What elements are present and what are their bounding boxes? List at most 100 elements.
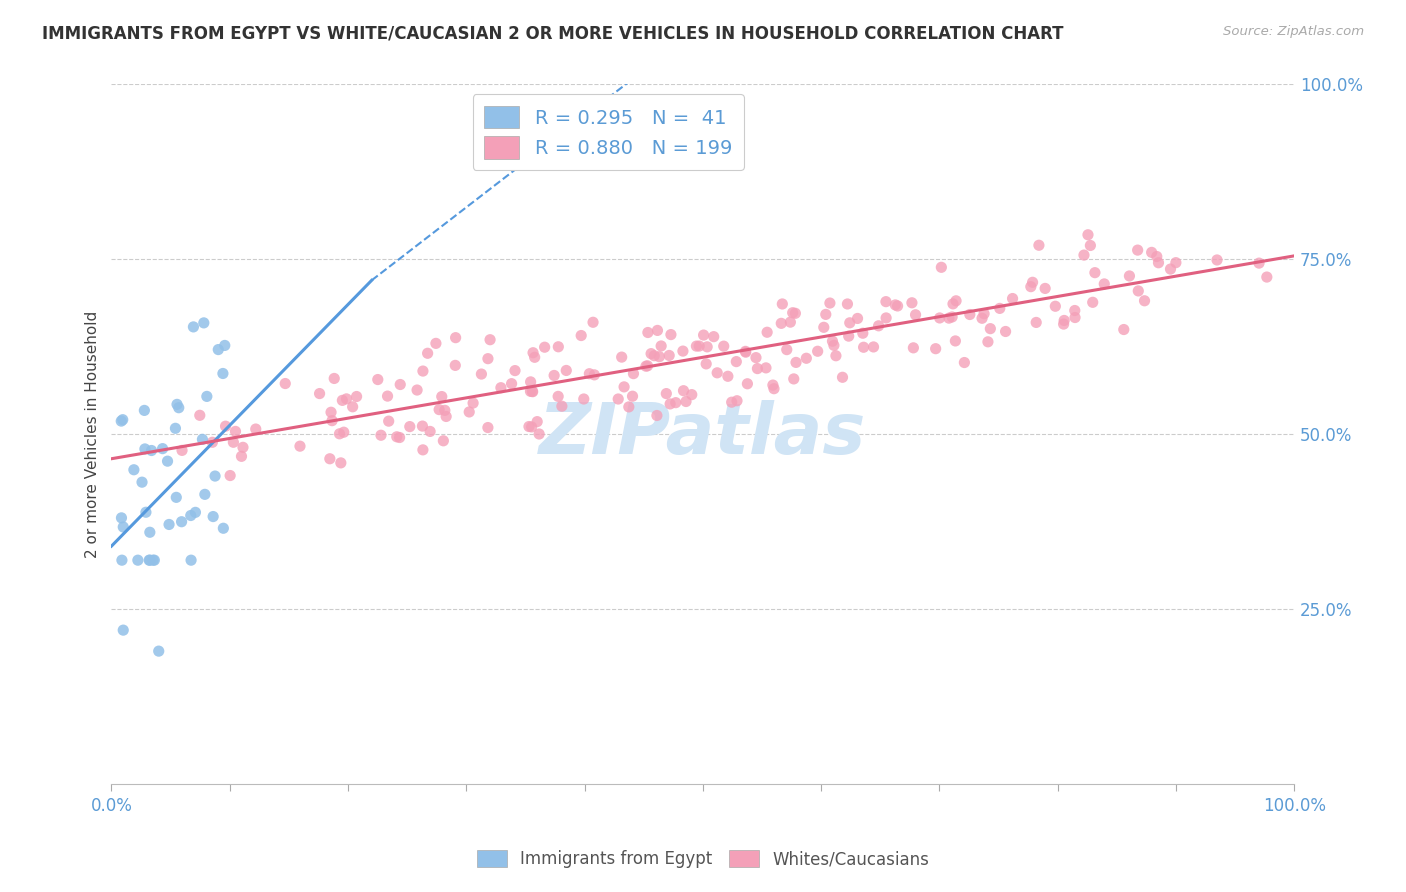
Point xyxy=(659,327,682,342)
Point xyxy=(762,378,785,392)
Point xyxy=(1053,313,1076,327)
Point xyxy=(214,338,236,352)
Point xyxy=(783,372,806,386)
Point xyxy=(398,419,420,434)
Point xyxy=(634,359,657,374)
Point xyxy=(127,553,149,567)
Point xyxy=(959,308,981,322)
Point xyxy=(862,340,884,354)
Point xyxy=(973,307,995,321)
Point xyxy=(610,350,633,364)
Point xyxy=(434,409,457,424)
Point xyxy=(1052,317,1074,331)
Point xyxy=(734,344,756,359)
Point xyxy=(143,553,166,567)
Point xyxy=(430,390,453,404)
Y-axis label: 2 or more Vehicles in Household: 2 or more Vehicles in Household xyxy=(86,310,100,558)
Point xyxy=(942,297,965,311)
Point xyxy=(1080,238,1102,252)
Point xyxy=(756,325,779,339)
Point xyxy=(555,363,578,377)
Point xyxy=(818,296,841,310)
Point xyxy=(988,301,1011,316)
Point xyxy=(333,425,356,440)
Point xyxy=(1126,243,1149,257)
Point xyxy=(188,409,211,423)
Point xyxy=(770,297,793,311)
Point xyxy=(717,369,740,384)
Point xyxy=(745,351,768,365)
Point xyxy=(1159,262,1181,277)
Point xyxy=(837,297,859,311)
Point xyxy=(501,376,523,391)
Point xyxy=(734,345,756,359)
Point xyxy=(412,442,434,457)
Point xyxy=(1019,279,1042,293)
Point xyxy=(520,420,543,434)
Point xyxy=(156,454,179,468)
Point xyxy=(122,463,145,477)
Point xyxy=(852,326,875,341)
Point xyxy=(134,403,156,417)
Point xyxy=(692,328,714,343)
Point xyxy=(1140,245,1163,260)
Point xyxy=(522,384,544,399)
Point xyxy=(1081,295,1104,310)
Point xyxy=(814,307,837,321)
Point xyxy=(868,318,890,333)
Point xyxy=(212,521,235,535)
Point xyxy=(884,298,907,312)
Point xyxy=(1025,315,1047,329)
Point xyxy=(288,439,311,453)
Point xyxy=(569,328,592,343)
Point xyxy=(1045,299,1067,313)
Point xyxy=(875,294,897,309)
Point xyxy=(389,377,412,392)
Point xyxy=(1001,292,1024,306)
Point xyxy=(658,349,681,363)
Point xyxy=(1256,270,1278,285)
Point xyxy=(838,329,860,343)
Point xyxy=(170,515,193,529)
Point xyxy=(519,384,541,399)
Point xyxy=(419,425,441,439)
Point xyxy=(1112,322,1135,336)
Point xyxy=(945,334,967,348)
Point xyxy=(503,363,526,377)
Point xyxy=(1133,293,1156,308)
Point xyxy=(747,361,769,376)
Point xyxy=(685,339,707,353)
Point xyxy=(167,401,190,415)
Point xyxy=(945,293,967,308)
Point xyxy=(813,320,835,334)
Point xyxy=(852,340,875,354)
Point xyxy=(165,491,187,505)
Point xyxy=(411,419,433,434)
Point xyxy=(412,364,434,378)
Point xyxy=(274,376,297,391)
Point xyxy=(1247,256,1270,270)
Point xyxy=(425,336,447,351)
Point xyxy=(416,346,439,360)
Point xyxy=(582,315,605,329)
Point xyxy=(675,394,697,409)
Point xyxy=(523,351,546,365)
Point xyxy=(623,367,645,381)
Point xyxy=(838,316,860,330)
Point xyxy=(110,414,132,428)
Point xyxy=(875,310,897,325)
Point xyxy=(706,366,728,380)
Point xyxy=(321,414,343,428)
Point xyxy=(825,349,848,363)
Point xyxy=(1077,227,1099,242)
Point xyxy=(655,386,678,401)
Point xyxy=(659,397,682,411)
Point xyxy=(762,382,785,396)
Point xyxy=(165,421,187,435)
Point xyxy=(1147,256,1170,270)
Point xyxy=(377,414,399,428)
Point xyxy=(1028,238,1050,252)
Point xyxy=(1021,275,1043,289)
Point xyxy=(433,403,456,417)
Point xyxy=(245,422,267,436)
